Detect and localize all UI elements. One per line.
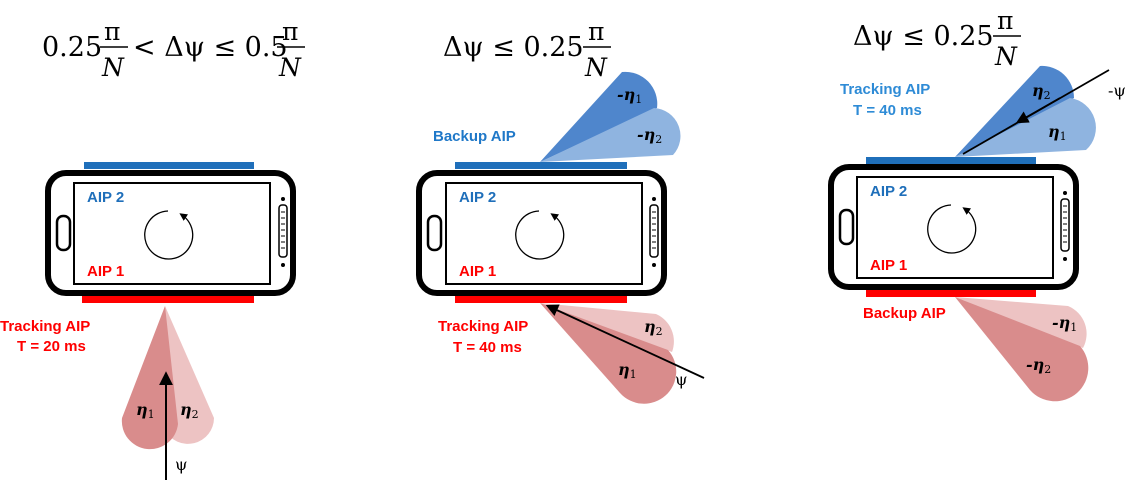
home-button-icon [55,214,72,252]
title-op: < Δψ ≤ 0.5 [133,32,288,63]
beam-neg-eta1 [540,71,658,162]
title-frac-num: π [997,6,1013,35]
aip2-antenna-bar [455,162,627,169]
beam-eta2 [165,306,214,444]
neg-eta1-label: -η1 [1052,313,1077,334]
beam-neg-eta2 [955,297,1089,402]
phone-screen [73,182,271,285]
tracking-aip-label: Tracking AIP [438,318,528,335]
title-frac1-den: N [101,53,125,82]
aip2-label: AIP 2 [459,189,496,206]
aip1-label: AIP 1 [459,263,496,280]
panel-3: Δψ ≤ 0.25 π N Tracking AIP T = 40 ms η2 … [828,6,1126,402]
title-frac-num: π [588,17,604,46]
aip2-antenna-bar [866,157,1036,164]
speaker-grille-icon [1060,191,1070,261]
panel-2-title: Δψ ≤ 0.25 π N [443,17,611,82]
psi-label: -ψ [1108,81,1126,100]
home-button-icon [838,208,855,246]
tracking-period-label: T = 40 ms [453,339,522,356]
eta2-label: η2 [644,317,663,338]
title-frac1-num: π [104,17,120,46]
incident-direction-arrow [545,304,705,379]
tracking-aip-label: Tracking AIP [840,81,930,98]
eta1-label: η1 [618,360,637,381]
aip1-label: AIP 1 [870,257,907,274]
rotation-arrow-icon [927,204,977,254]
title-frac-den: N [584,53,608,82]
backup-aip-label: Backup AIP [433,128,516,145]
aip2-antenna-bar [84,162,254,169]
rotation-arrow-icon [144,210,194,260]
backup-aip-label: Backup AIP [863,305,946,322]
phone-screen [445,182,643,285]
psi-label: ψ [175,455,188,474]
beam-eta2 [540,303,674,352]
title-frac-den: N [994,42,1018,71]
aip2-label: AIP 2 [87,189,124,206]
eta1-label: η1 [136,400,155,421]
panel-3-title: Δψ ≤ 0.25 π N [853,6,1021,71]
beam-neg-eta2 [540,108,681,162]
eta2-label: η2 [1032,81,1051,102]
phone-screen [856,176,1054,279]
title-prefix: Δψ ≤ 0.25 [853,21,994,52]
rotation-arrow-icon [515,210,565,260]
beam-eta1 [540,303,677,404]
eta1-label: η1 [1048,122,1067,143]
title-prefix: Δψ ≤ 0.25 [443,32,584,63]
home-button-icon [426,214,443,252]
neg-eta2-label: -η2 [637,125,662,146]
neg-eta2-label: -η2 [1026,355,1051,376]
aip1-antenna-bar [82,296,254,303]
aip1-antenna-bar [455,296,627,303]
panel-2: Δψ ≤ 0.25 π N -η1 -η2 Backup AIP AIP 2 [416,17,705,404]
title-frac2-num: π [282,17,298,46]
beam-eta1 [121,306,178,450]
psi-label: ψ [675,370,688,389]
aip1-label: AIP 1 [87,263,124,280]
speaker-grille-icon [649,197,659,267]
tracking-aip-label: Tracking AIP [0,318,90,335]
beam-neg-eta1 [955,297,1087,348]
beam-eta2 [955,65,1075,157]
incident-direction-arrow [1015,97,1061,124]
title-prefix: 0.25 [42,32,102,63]
beam-eta1 [955,98,1096,157]
panel-1-title: 0.25 π N < Δψ ≤ 0.5 π N [42,17,305,82]
speaker-grille-icon [278,197,288,267]
aip1-antenna-bar [866,290,1036,297]
neg-eta1-label: -η1 [617,85,642,106]
title-frac2-den: N [278,53,302,82]
eta2-label: η2 [180,400,199,421]
tracking-period-label: T = 20 ms [17,338,86,355]
aip2-label: AIP 2 [870,183,907,200]
tracking-period-label: T = 40 ms [853,102,922,119]
panel-1: 0.25 π N < Δψ ≤ 0.5 π N AIP 2 AI [0,17,305,480]
